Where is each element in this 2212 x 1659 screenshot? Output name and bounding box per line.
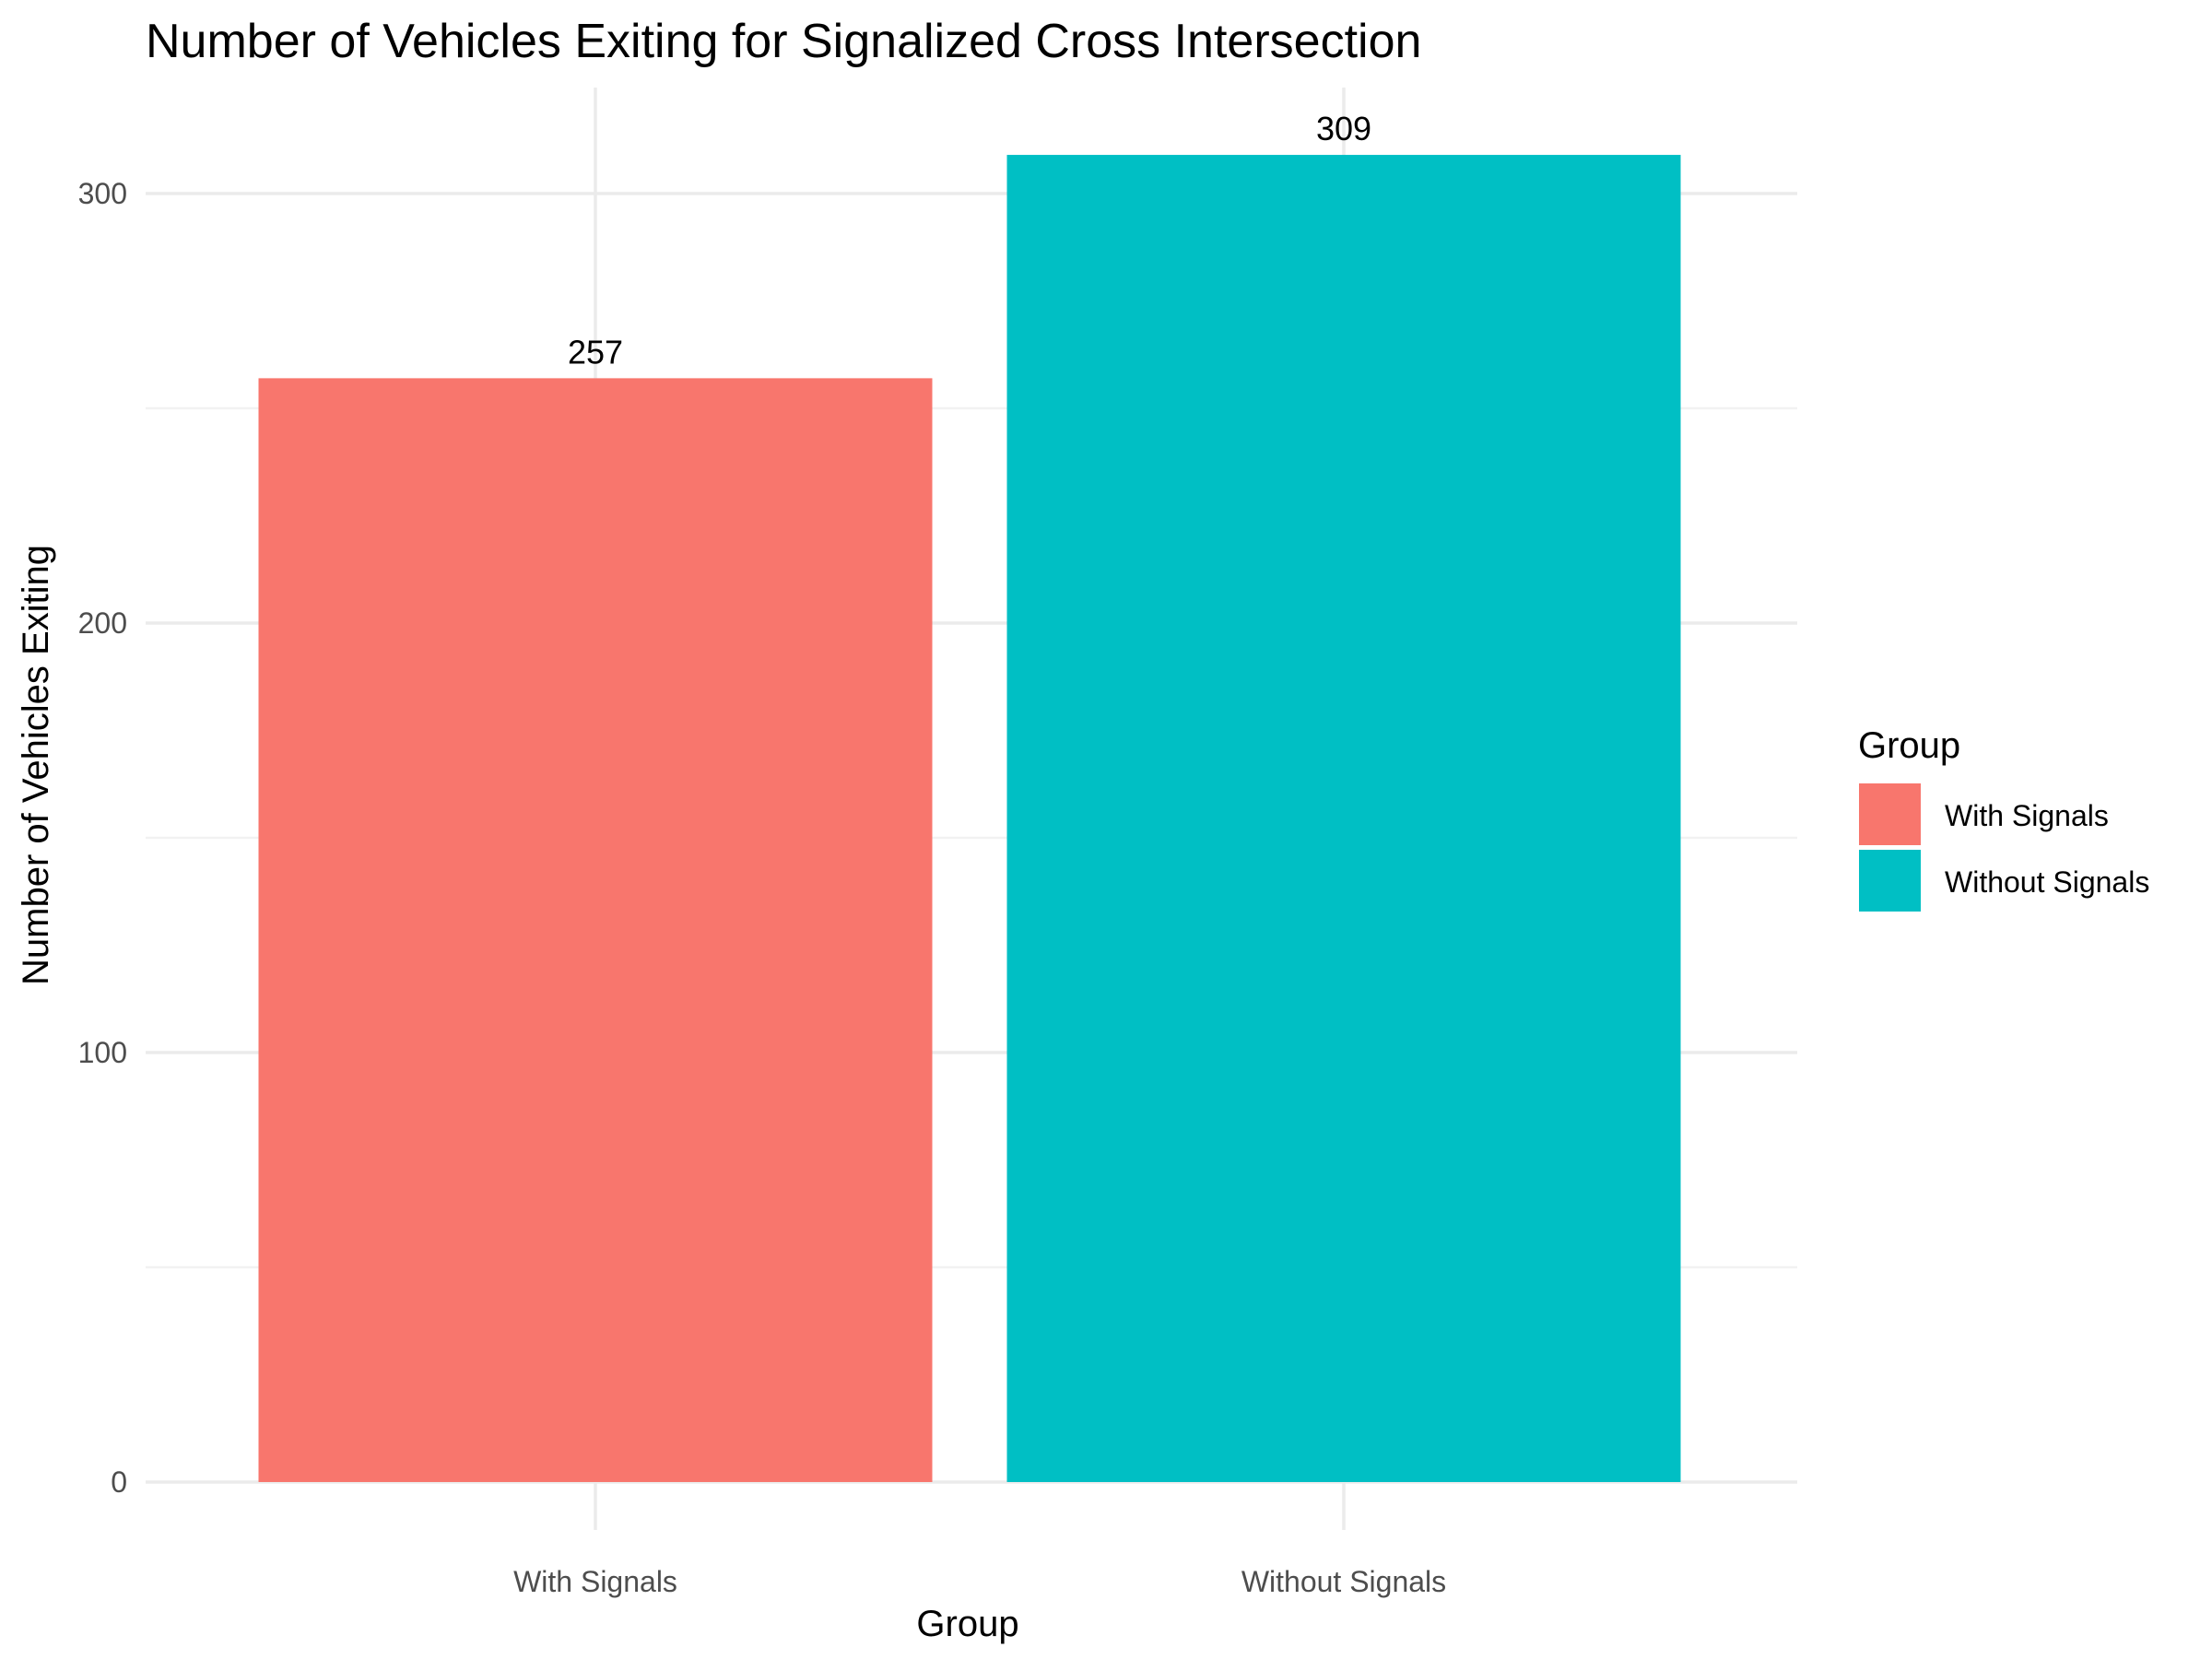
bar-data-label: 257 xyxy=(568,333,623,371)
chart-title: Number of Vehicles Exiting for Signalize… xyxy=(146,15,1421,68)
y-tick-label: 100 xyxy=(78,1036,127,1069)
data-labels: 257 309 xyxy=(568,110,1371,371)
x-axis-ticks: With Signals Without Signals xyxy=(513,1565,1446,1598)
bar xyxy=(1006,155,1681,1482)
legend-label: Without Signals xyxy=(1945,865,2149,899)
y-axis-title: Number of Vehicles Exiting xyxy=(16,545,56,985)
x-axis-title: Group xyxy=(916,1604,1018,1644)
bar-data-label: 309 xyxy=(1316,110,1371,147)
legend-title: Group xyxy=(1858,725,1960,766)
bar xyxy=(258,378,933,1482)
legend-swatch xyxy=(1859,783,1921,845)
legend-items: With Signals Without Signals xyxy=(1859,783,2149,912)
y-tick-label: 300 xyxy=(78,177,127,210)
legend: Group With Signals Without Signals xyxy=(1858,725,2149,912)
x-tick-label: Without Signals xyxy=(1241,1565,1446,1598)
y-tick-label: 200 xyxy=(78,606,127,640)
x-tick-label: With Signals xyxy=(513,1565,677,1598)
y-axis-ticks: 0 100 200 300 xyxy=(78,177,127,1499)
legend-swatch xyxy=(1859,850,1921,912)
bars xyxy=(258,155,1681,1482)
legend-label: With Signals xyxy=(1945,799,2109,832)
y-tick-label: 0 xyxy=(111,1465,127,1499)
